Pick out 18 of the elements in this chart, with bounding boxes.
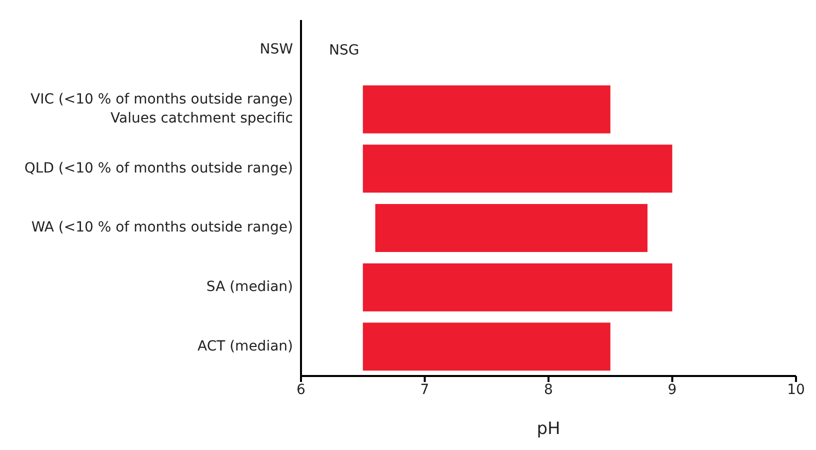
x-axis-title: pH bbox=[536, 419, 560, 439]
y-tick-label: NSW bbox=[260, 42, 294, 58]
y-tick-label: QLD (<10 % of months outside range) bbox=[24, 160, 293, 176]
bar bbox=[362, 144, 672, 193]
x-tick-label: 6 bbox=[296, 382, 306, 398]
annotation: NSG bbox=[329, 42, 360, 59]
bar bbox=[362, 85, 610, 134]
x-tick-label: 8 bbox=[544, 382, 553, 398]
y-tick-label: ACT (median) bbox=[197, 338, 293, 354]
x-tick-label: 7 bbox=[420, 382, 430, 398]
x-tick-label: 9 bbox=[668, 382, 677, 398]
bar bbox=[362, 263, 672, 312]
y-tick-label: SA (median) bbox=[206, 279, 293, 295]
y-tick-label: VIC (<10 % of months outside range) Values catchment specific bbox=[30, 92, 293, 126]
bar bbox=[375, 204, 648, 252]
y-tick-label: WA (<10 % of months outside range) bbox=[31, 220, 293, 236]
bar bbox=[362, 322, 610, 371]
x-tick-label: 10 bbox=[787, 382, 805, 398]
